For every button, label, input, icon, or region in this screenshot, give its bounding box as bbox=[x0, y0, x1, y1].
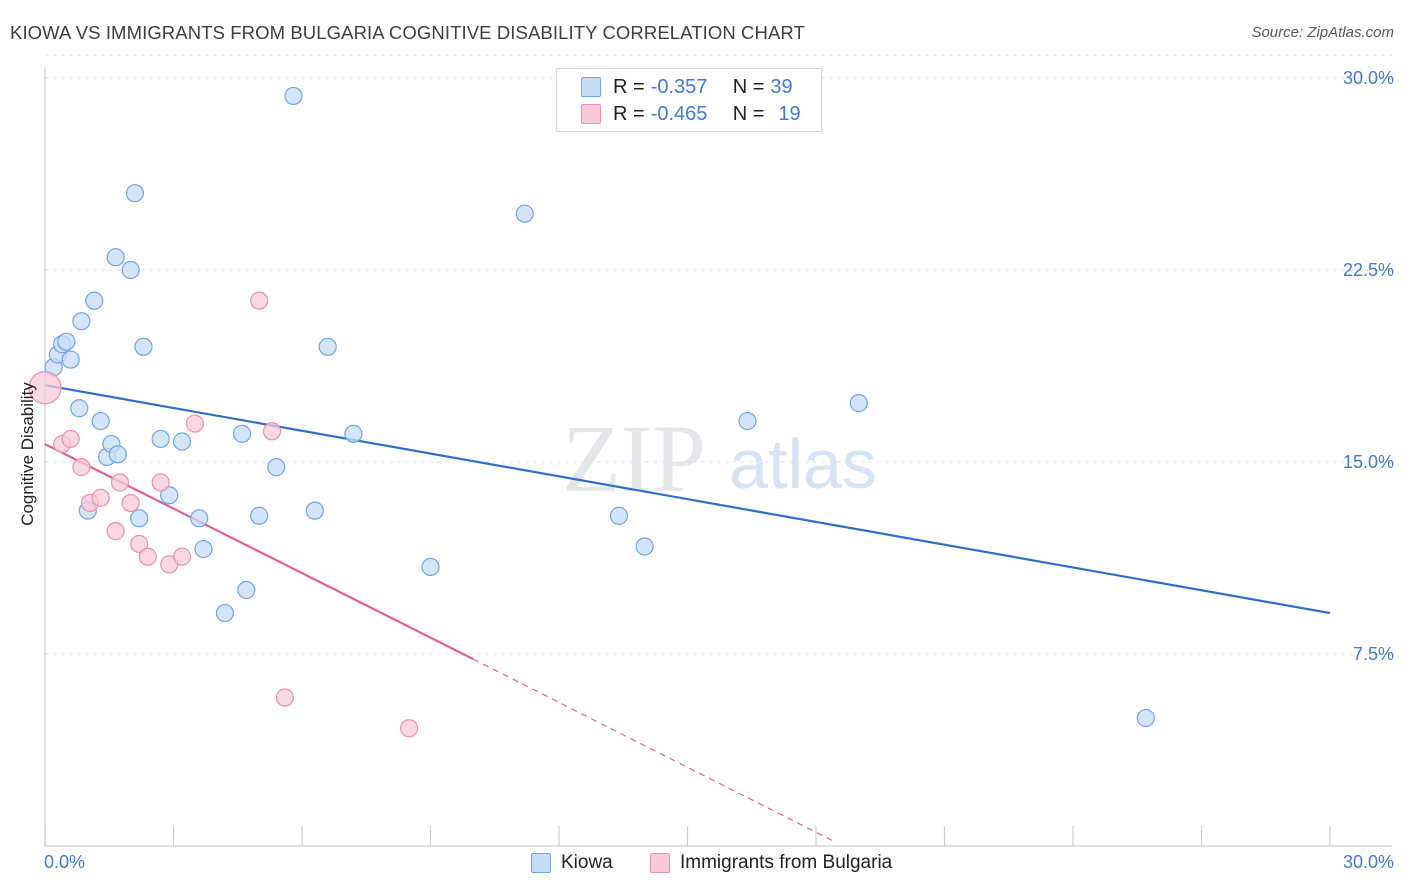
y-tick-label: 22.5% bbox=[1342, 260, 1394, 280]
legend-kiowa-swatch bbox=[531, 853, 551, 873]
legend-bulgaria-label: Immigrants from Bulgaria bbox=[680, 852, 893, 873]
kiowa-point bbox=[318, 337, 337, 356]
kiowa-point bbox=[190, 509, 209, 528]
bulgaria-point bbox=[399, 719, 419, 738]
stats-row-kiowa: R = -0.357 N = 39 bbox=[581, 74, 793, 100]
bulgaria-point bbox=[28, 371, 62, 405]
legend-kiowa-label: Kiowa bbox=[561, 852, 613, 873]
kiowa-point bbox=[738, 411, 757, 431]
kiowa-point bbox=[134, 337, 153, 356]
stats-row-bulgaria: R = -0.465 N = 19 bbox=[581, 101, 801, 127]
bulgaria-r-value: -0.465 bbox=[650, 102, 708, 125]
kiowa-point bbox=[237, 580, 256, 600]
bulgaria-point bbox=[106, 522, 125, 541]
kiowa-point bbox=[232, 424, 252, 443]
trend-line-1 bbox=[44, 443, 474, 661]
bulgaria-point bbox=[72, 458, 91, 477]
data-points bbox=[28, 86, 1155, 738]
kiowa-point bbox=[194, 539, 213, 559]
kiowa-n-label: N = bbox=[732, 75, 765, 98]
kiowa-point bbox=[344, 424, 363, 443]
trend-line-extension-1 bbox=[473, 658, 834, 842]
kiowa-point bbox=[172, 432, 192, 451]
trend-line-0 bbox=[44, 384, 1331, 615]
kiowa-n-value: 39 bbox=[770, 75, 793, 98]
watermark-atlas: atlas bbox=[729, 425, 877, 503]
bulgaria-point bbox=[61, 429, 80, 449]
bulgaria-point bbox=[185, 414, 205, 433]
bulgaria-point bbox=[172, 547, 192, 566]
y-axis-label: Cognitive Disability bbox=[18, 382, 37, 526]
y-tick-label: 15.0% bbox=[1342, 452, 1394, 472]
grid-lines bbox=[45, 54, 1392, 655]
kiowa-point bbox=[635, 537, 654, 556]
kiowa-point bbox=[267, 458, 286, 477]
bulgaria-point bbox=[91, 488, 110, 507]
legend-item-kiowa[interactable]: Kiowa bbox=[531, 852, 613, 874]
kiowa-point bbox=[106, 248, 125, 267]
kiowa-point bbox=[609, 506, 629, 525]
bulgaria-point bbox=[110, 473, 130, 492]
bulgaria-n-label: N = bbox=[732, 102, 765, 125]
bulgaria-point bbox=[121, 493, 140, 513]
bulgaria-point bbox=[250, 291, 269, 310]
bulgaria-swatch bbox=[581, 104, 601, 124]
kiowa-point bbox=[284, 86, 303, 106]
kiowa-point bbox=[215, 603, 234, 623]
bulgaria-point bbox=[130, 534, 149, 554]
kiowa-point bbox=[160, 486, 179, 505]
kiowa-r-label: R = bbox=[613, 75, 645, 98]
bulgaria-point bbox=[262, 422, 282, 441]
kiowa-point bbox=[849, 394, 868, 413]
kiowa-r-value: -0.357 bbox=[650, 75, 708, 98]
kiowa-point bbox=[61, 350, 80, 369]
y-tick-label: 30.0% bbox=[1342, 68, 1394, 88]
watermark-zip: ZIP bbox=[562, 405, 706, 512]
kiowa-point bbox=[121, 260, 140, 280]
kiowa-point bbox=[151, 429, 170, 449]
kiowa-point bbox=[91, 411, 110, 431]
axes bbox=[44, 68, 1392, 847]
kiowa-point bbox=[515, 204, 534, 223]
kiowa-point bbox=[305, 501, 324, 520]
kiowa-point bbox=[421, 557, 440, 577]
chart-title: KIOWA VS IMMIGRANTS FROM BULGARIA COGNIT… bbox=[10, 22, 805, 43]
kiowa-point bbox=[125, 184, 145, 203]
kiowa-swatch bbox=[581, 77, 601, 97]
bulgaria-point bbox=[138, 547, 157, 566]
kiowa-point bbox=[250, 506, 269, 525]
source-label: Source: ZipAtlas.com bbox=[1251, 24, 1394, 41]
kiowa-point bbox=[70, 399, 89, 418]
kiowa-point bbox=[72, 312, 91, 331]
y-tick-label: 7.5% bbox=[1352, 644, 1394, 664]
kiowa-point bbox=[57, 332, 76, 351]
kiowa-point bbox=[108, 445, 127, 464]
legend-item-bulgaria[interactable]: Immigrants from Bulgaria bbox=[650, 852, 892, 874]
stats-box: R = -0.357 N = 39 R = -0.465 N = 19 bbox=[556, 68, 822, 132]
bulgaria-n-value: 19 bbox=[778, 102, 801, 125]
bulgaria-point bbox=[151, 473, 170, 492]
x-tick-max: 30.0% bbox=[1342, 852, 1394, 872]
bulgaria-r-label: R = bbox=[613, 102, 645, 125]
bulgaria-point bbox=[275, 688, 294, 707]
kiowa-point bbox=[85, 291, 104, 310]
x-tick-min: 0.0% bbox=[44, 852, 86, 872]
kiowa-point bbox=[1136, 708, 1155, 728]
legend-bulgaria-swatch bbox=[650, 853, 670, 873]
kiowa-point bbox=[130, 509, 149, 528]
